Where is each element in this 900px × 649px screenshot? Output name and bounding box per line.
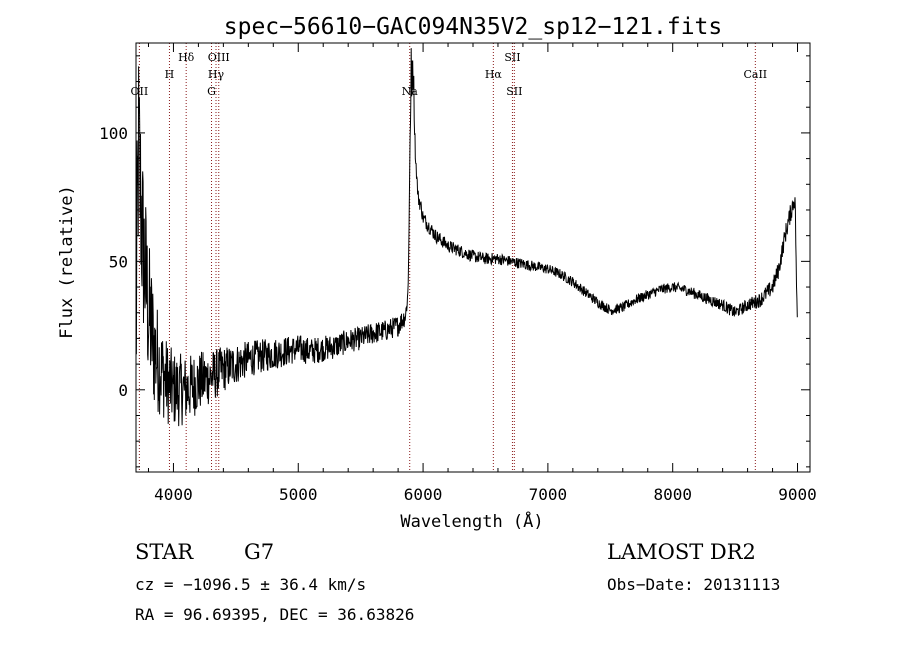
- spectrum-line: [135, 48, 798, 427]
- object-subclass: G7: [244, 540, 274, 564]
- line-label-6: Na: [402, 85, 419, 98]
- chart-title: spec−56610−GAC094N35V2_sp12−121.fits: [224, 14, 723, 40]
- x-tick-label-4: 8000: [653, 485, 692, 504]
- plot-frame: [135, 42, 811, 473]
- line-label-0: OII: [131, 85, 149, 98]
- object-class: STAR: [135, 540, 194, 564]
- line-label-1: H: [165, 68, 175, 81]
- line-label-7: Hα: [485, 68, 503, 81]
- line-label-2: Hδ: [178, 51, 195, 64]
- y-tick-label-2: 100: [99, 124, 128, 143]
- y-axis-label: Flux (relative): [57, 185, 77, 339]
- observation-date: Obs−Date: 20131113: [607, 575, 780, 594]
- line-label-9: SII: [506, 85, 522, 98]
- survey-name: LAMOST DR2: [607, 540, 756, 564]
- x-axis-label: Wavelength (Å): [400, 510, 543, 532]
- line-label-5: OIII: [208, 51, 230, 64]
- axis-ticks: 4000 5000 6000 7000 8000 9000 0 50 100: [99, 43, 817, 504]
- y-tick-label-1: 50: [109, 252, 128, 271]
- coordinates: RA = 96.69395, DEC = 36.63826: [135, 605, 414, 624]
- line-label-10: CaII: [743, 68, 767, 81]
- line-label-3: G: [207, 85, 216, 98]
- y-tick-label-0: 0: [118, 381, 128, 400]
- x-tick-label-2: 6000: [404, 485, 443, 504]
- x-tick-label-5: 9000: [778, 485, 817, 504]
- x-tick-label-0: 4000: [154, 485, 193, 504]
- line-label-4: Hγ: [208, 68, 225, 81]
- redshift-value: cz = −1096.5 ± 36.4 km/s: [135, 575, 366, 594]
- line-label-8: SII: [504, 51, 520, 64]
- x-tick-label-1: 5000: [279, 485, 318, 504]
- x-tick-label-3: 7000: [529, 485, 568, 504]
